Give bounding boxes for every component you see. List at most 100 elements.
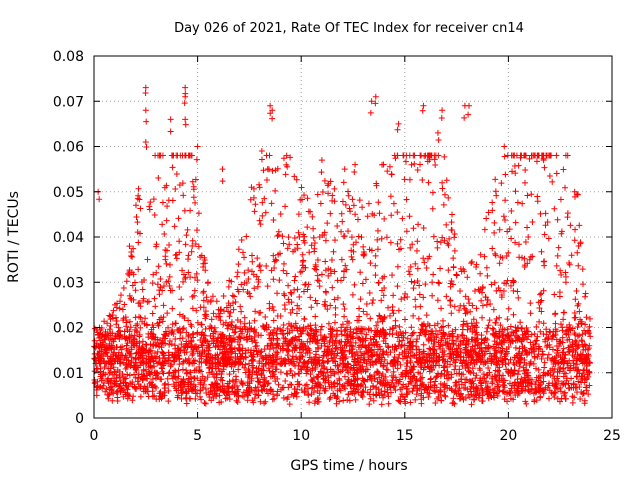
data-point <box>328 257 335 264</box>
data-point <box>354 334 361 341</box>
data-point <box>267 360 274 367</box>
data-point <box>175 392 182 399</box>
data-point <box>246 320 253 327</box>
data-point <box>415 315 422 322</box>
data-point <box>549 178 556 185</box>
data-point <box>361 356 368 363</box>
data-point <box>481 226 488 233</box>
data-point <box>529 218 536 225</box>
data-point <box>394 365 401 372</box>
data-point <box>527 360 534 367</box>
data-point <box>434 244 441 251</box>
data-point <box>268 200 275 207</box>
data-point <box>155 322 162 329</box>
data-point <box>317 332 324 339</box>
data-point <box>189 237 196 244</box>
data-point <box>468 378 475 385</box>
data-point <box>489 378 496 385</box>
data-point <box>491 219 498 226</box>
data-point <box>496 314 503 321</box>
data-point <box>440 323 447 330</box>
data-point <box>341 233 348 240</box>
data-point <box>437 386 444 393</box>
data-point <box>299 346 306 353</box>
data-point <box>102 360 109 367</box>
data-point <box>314 277 321 284</box>
data-point <box>365 326 372 333</box>
data-point <box>285 394 292 401</box>
data-point <box>150 331 157 338</box>
data-point <box>378 401 385 408</box>
data-point <box>119 352 126 359</box>
data-point <box>478 297 485 304</box>
data-point <box>488 281 495 288</box>
data-point <box>97 365 104 372</box>
data-point <box>285 296 292 303</box>
data-point <box>115 383 122 390</box>
data-point <box>522 239 529 246</box>
data-point <box>294 241 301 248</box>
data-point <box>286 338 293 345</box>
data-point <box>185 317 192 324</box>
data-point <box>330 390 337 397</box>
data-point <box>532 389 539 396</box>
data-point <box>392 374 399 381</box>
data-point <box>203 294 210 301</box>
data-point <box>107 322 114 329</box>
data-point <box>157 376 164 383</box>
data-point <box>135 266 142 273</box>
data-point <box>221 387 228 394</box>
data-point <box>498 294 505 301</box>
data-point <box>460 318 467 325</box>
data-point <box>526 349 533 356</box>
data-point <box>511 163 518 170</box>
data-point <box>150 358 157 365</box>
data-point <box>585 391 592 398</box>
data-point <box>573 361 580 368</box>
data-point <box>468 401 475 408</box>
data-point <box>545 351 552 358</box>
data-point <box>559 349 566 356</box>
data-point <box>108 377 115 384</box>
data-point <box>508 235 515 242</box>
data-point <box>492 252 499 259</box>
data-point <box>362 384 369 391</box>
data-point <box>567 222 574 229</box>
data-point <box>505 343 512 350</box>
data-point <box>317 384 324 391</box>
data-point <box>517 380 524 387</box>
data-point <box>455 342 462 349</box>
data-point <box>265 166 272 173</box>
data-point <box>138 278 145 285</box>
data-point <box>394 240 401 247</box>
data-point <box>306 249 313 256</box>
data-point <box>570 360 577 367</box>
data-point <box>133 328 140 335</box>
data-point <box>583 314 590 321</box>
data-point <box>453 337 460 344</box>
data-point <box>176 238 183 245</box>
data-point <box>546 328 553 335</box>
data-point <box>375 356 382 363</box>
data-point <box>330 248 337 255</box>
data-point <box>158 344 165 351</box>
data-point <box>150 196 157 203</box>
data-point <box>380 394 387 401</box>
data-point <box>325 348 332 355</box>
data-point <box>154 281 161 288</box>
data-point <box>237 353 244 360</box>
data-point <box>253 368 260 375</box>
data-point <box>560 309 567 316</box>
data-point <box>269 107 276 114</box>
data-point <box>307 371 314 378</box>
data-point <box>349 354 356 360</box>
data-point <box>425 363 432 370</box>
data-point <box>559 358 566 365</box>
data-point <box>354 386 361 393</box>
data-point <box>407 263 414 270</box>
data-point <box>568 252 575 259</box>
data-point <box>396 351 403 358</box>
data-point <box>416 332 423 339</box>
data-point <box>532 341 539 348</box>
data-point <box>524 328 531 335</box>
